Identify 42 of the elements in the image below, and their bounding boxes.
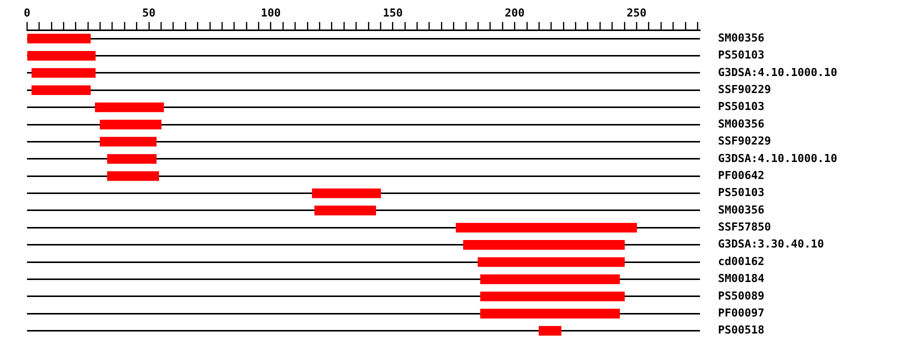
y-tick-label: SM00356 bbox=[718, 31, 765, 44]
bar bbox=[100, 136, 157, 147]
bar bbox=[456, 222, 637, 232]
bar bbox=[480, 274, 620, 284]
bar bbox=[32, 85, 91, 95]
y-tick-label: PF00642 bbox=[718, 168, 764, 182]
y-tick-label: SM00356 bbox=[718, 117, 765, 130]
bar bbox=[480, 292, 625, 302]
y-tick-label: PS50103 bbox=[718, 48, 764, 62]
y-tick-label: G3DSA:3.30.40.10 bbox=[718, 238, 824, 251]
y-tick-label: SSF90229 bbox=[718, 83, 771, 96]
y-tick-label: SSF90229 bbox=[718, 134, 771, 148]
bar bbox=[107, 171, 160, 181]
x-tick-label: 0 bbox=[24, 6, 30, 20]
bar bbox=[480, 308, 620, 318]
y-tick-label: G3DSA:4.10.1000.10 bbox=[718, 66, 838, 79]
x-tick-label: 200 bbox=[504, 6, 525, 20]
bar bbox=[27, 50, 96, 61]
x-tick-label: 50 bbox=[142, 6, 156, 20]
y-tick-label: SSF57850 bbox=[718, 220, 771, 234]
x-tick-label: 100 bbox=[260, 6, 281, 20]
bar bbox=[314, 206, 376, 216]
bar bbox=[463, 240, 625, 250]
y-tick-label: PS50089 bbox=[718, 289, 764, 302]
bar bbox=[32, 68, 96, 78]
bar bbox=[107, 154, 157, 164]
y-tick-label: PS50103 bbox=[718, 100, 764, 114]
bar bbox=[27, 34, 91, 44]
bar bbox=[100, 120, 162, 130]
bar bbox=[538, 326, 562, 336]
bar bbox=[312, 188, 381, 198]
bar bbox=[478, 257, 625, 267]
y-tick-label: SM00356 bbox=[718, 203, 765, 216]
bar bbox=[94, 102, 164, 112]
y-tick-label: G3DSA:4.10.1000.10 bbox=[718, 152, 838, 165]
y-tick-label: PS50103 bbox=[718, 186, 764, 200]
y-tick-label: cd00162 bbox=[718, 254, 764, 268]
x-tick-label: 250 bbox=[626, 6, 647, 20]
y-tick-label: PF00097 bbox=[718, 306, 764, 320]
y-tick-label: PS00518 bbox=[718, 324, 764, 337]
x-tick-label: 150 bbox=[382, 6, 403, 20]
y-tick-label: SM00184 bbox=[718, 272, 765, 286]
